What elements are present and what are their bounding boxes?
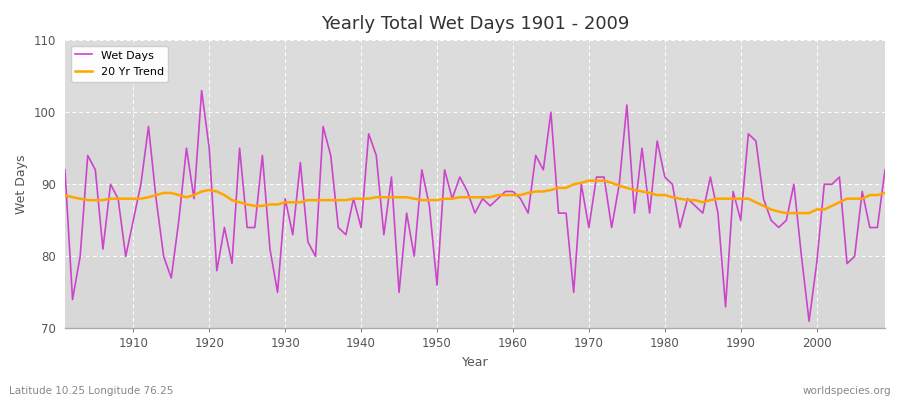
Bar bbox=[65, 40, 885, 112]
Y-axis label: Wet Days: Wet Days bbox=[15, 154, 28, 214]
20 Yr Trend bbox=[781, 211, 792, 216]
Wet Days bbox=[196, 88, 207, 93]
Wet Days bbox=[607, 225, 617, 230]
20 Yr Trend bbox=[508, 193, 518, 198]
Bar bbox=[65, 112, 885, 184]
20 Yr Trend bbox=[59, 193, 70, 198]
Wet Days bbox=[879, 168, 890, 172]
Wet Days bbox=[804, 319, 814, 324]
Wet Days bbox=[295, 160, 306, 165]
Line: 20 Yr Trend: 20 Yr Trend bbox=[65, 181, 885, 213]
Title: Yearly Total Wet Days 1901 - 2009: Yearly Total Wet Days 1901 - 2009 bbox=[320, 15, 629, 33]
Wet Days bbox=[340, 232, 351, 237]
Bar bbox=[65, 256, 885, 328]
Wet Days bbox=[121, 254, 131, 259]
20 Yr Trend bbox=[607, 180, 617, 185]
Wet Days bbox=[59, 168, 70, 172]
20 Yr Trend bbox=[121, 196, 131, 201]
20 Yr Trend bbox=[583, 178, 594, 183]
Text: worldspecies.org: worldspecies.org bbox=[803, 386, 891, 396]
Legend: Wet Days, 20 Yr Trend: Wet Days, 20 Yr Trend bbox=[70, 46, 168, 82]
20 Yr Trend bbox=[287, 200, 298, 205]
Line: Wet Days: Wet Days bbox=[65, 90, 885, 321]
Bar bbox=[65, 184, 885, 256]
Wet Days bbox=[508, 189, 518, 194]
X-axis label: Year: Year bbox=[462, 356, 489, 369]
Text: Latitude 10.25 Longitude 76.25: Latitude 10.25 Longitude 76.25 bbox=[9, 386, 174, 396]
20 Yr Trend bbox=[500, 193, 511, 198]
20 Yr Trend bbox=[879, 190, 890, 195]
Wet Days bbox=[515, 196, 526, 201]
20 Yr Trend bbox=[333, 198, 344, 202]
